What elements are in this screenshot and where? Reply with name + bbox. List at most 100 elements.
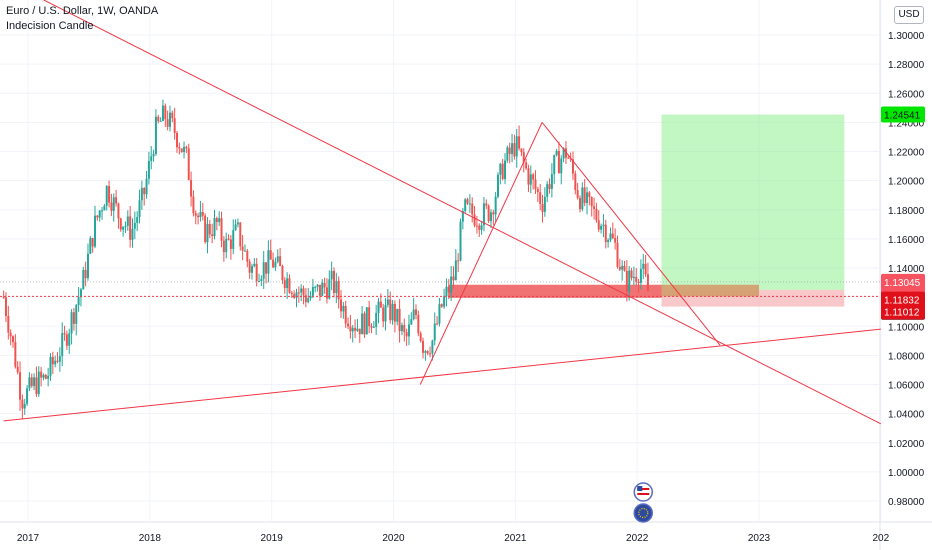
candle-up bbox=[276, 256, 279, 262]
candle-up bbox=[361, 313, 364, 335]
candle-down bbox=[241, 246, 244, 251]
candle-up bbox=[459, 221, 462, 261]
candle-up bbox=[555, 150, 558, 156]
y-tick-label: 1.08000 bbox=[888, 351, 925, 362]
y-tick-label: 1.20000 bbox=[888, 177, 925, 188]
y-axis[interactable]: 1.30000 1.28000 1.26000 1.24000 1.22000 1.200… bbox=[888, 31, 925, 508]
y-tick-label: 1.06000 bbox=[888, 381, 925, 392]
eu-flag-icon[interactable] bbox=[633, 503, 654, 523]
candle-up bbox=[161, 105, 164, 121]
candle-down bbox=[157, 116, 160, 122]
candle-down bbox=[281, 266, 284, 281]
trendlines bbox=[3, 0, 882, 425]
candle-down bbox=[91, 238, 94, 247]
candle-down bbox=[429, 353, 432, 355]
candle-down bbox=[96, 215, 99, 218]
candle-up bbox=[424, 351, 427, 353]
us-flag-icon[interactable] bbox=[633, 482, 654, 502]
eu-flag-icon-ring bbox=[633, 503, 654, 523]
candle-down bbox=[293, 294, 296, 298]
candle-down bbox=[297, 292, 300, 294]
candle-up bbox=[407, 324, 410, 337]
candle-down bbox=[220, 218, 223, 241]
candle-down bbox=[475, 225, 478, 227]
candle-up bbox=[461, 211, 464, 222]
candle-up bbox=[232, 230, 235, 249]
candle-up bbox=[70, 312, 73, 334]
candle-up bbox=[468, 203, 471, 205]
candle-down bbox=[522, 152, 525, 163]
indicator-name[interactable]: Indecision Candle bbox=[6, 20, 94, 32]
target-price-badge: 1.24541 bbox=[884, 110, 921, 121]
x-axis[interactable]: 2017 2018 2019 2020 2021 2022 2023 202 bbox=[17, 533, 890, 544]
y-tick-label: 1.10000 bbox=[888, 322, 925, 333]
candle-down bbox=[180, 148, 183, 153]
candle-up bbox=[131, 228, 134, 240]
candle-up bbox=[489, 212, 492, 222]
candle-up bbox=[54, 360, 57, 365]
candle-down bbox=[171, 112, 174, 119]
candle-down bbox=[194, 213, 197, 216]
candle-up bbox=[213, 218, 216, 237]
candle-up bbox=[140, 187, 143, 201]
candle-up bbox=[431, 340, 434, 354]
candle-down bbox=[204, 215, 207, 243]
candle-up bbox=[396, 308, 399, 322]
candle-up bbox=[314, 286, 317, 288]
candle-down bbox=[574, 173, 577, 191]
candle-up bbox=[49, 356, 52, 376]
candle-down bbox=[426, 351, 429, 354]
candle-up bbox=[154, 116, 157, 155]
candle-down bbox=[166, 119, 169, 127]
candle-down bbox=[129, 216, 132, 240]
candle-up bbox=[445, 286, 448, 297]
long-uptrend[interactable] bbox=[3, 328, 881, 422]
candle-down bbox=[635, 276, 638, 283]
x-tick-label: 2018 bbox=[139, 533, 162, 544]
candle-up bbox=[61, 333, 64, 357]
candle-up bbox=[103, 205, 106, 211]
candle-down bbox=[72, 312, 75, 324]
candle-down bbox=[485, 203, 488, 206]
candle-down bbox=[229, 239, 232, 249]
candle-down bbox=[65, 334, 68, 346]
y-tick-label: 1.02000 bbox=[888, 439, 925, 450]
candle-down bbox=[389, 299, 392, 321]
candle-up bbox=[351, 327, 354, 332]
candle-down bbox=[457, 260, 460, 262]
candle-down bbox=[208, 224, 211, 235]
candle-up bbox=[152, 154, 155, 157]
candle-up bbox=[384, 304, 387, 322]
candle-up bbox=[138, 200, 141, 218]
symbol-title[interactable]: Euro / U.S. Dollar, 1W, OANDA bbox=[6, 5, 159, 17]
candle-down bbox=[117, 203, 120, 219]
decline-line[interactable] bbox=[541, 122, 721, 346]
event-icons[interactable] bbox=[633, 482, 654, 523]
y-tick-label: 1.30000 bbox=[888, 31, 925, 42]
currency-button[interactable]: USD bbox=[894, 6, 924, 24]
target-price-badge-bg bbox=[881, 106, 925, 123]
candle-up bbox=[496, 174, 499, 197]
candle-up bbox=[454, 260, 457, 281]
candle-down bbox=[211, 234, 214, 237]
candle-down bbox=[269, 250, 272, 260]
rally-line[interactable] bbox=[419, 122, 543, 385]
candle-down bbox=[197, 215, 200, 218]
candle-down bbox=[239, 222, 242, 247]
candle-down bbox=[588, 192, 591, 198]
y-tick-label: 1.16000 bbox=[888, 235, 925, 246]
candle-up bbox=[286, 278, 289, 289]
candle-down bbox=[403, 325, 406, 333]
candle-up bbox=[136, 217, 139, 223]
candle-up bbox=[482, 203, 485, 226]
candle-up bbox=[26, 388, 29, 404]
candle-down bbox=[16, 366, 19, 373]
long-downtrend[interactable] bbox=[4, 0, 882, 425]
candle-up bbox=[199, 212, 202, 218]
candle-down bbox=[110, 202, 113, 211]
candle-up bbox=[236, 222, 239, 225]
candle-up bbox=[543, 196, 546, 212]
x-tick-label: 2023 bbox=[748, 533, 771, 544]
candle-down bbox=[325, 287, 328, 299]
